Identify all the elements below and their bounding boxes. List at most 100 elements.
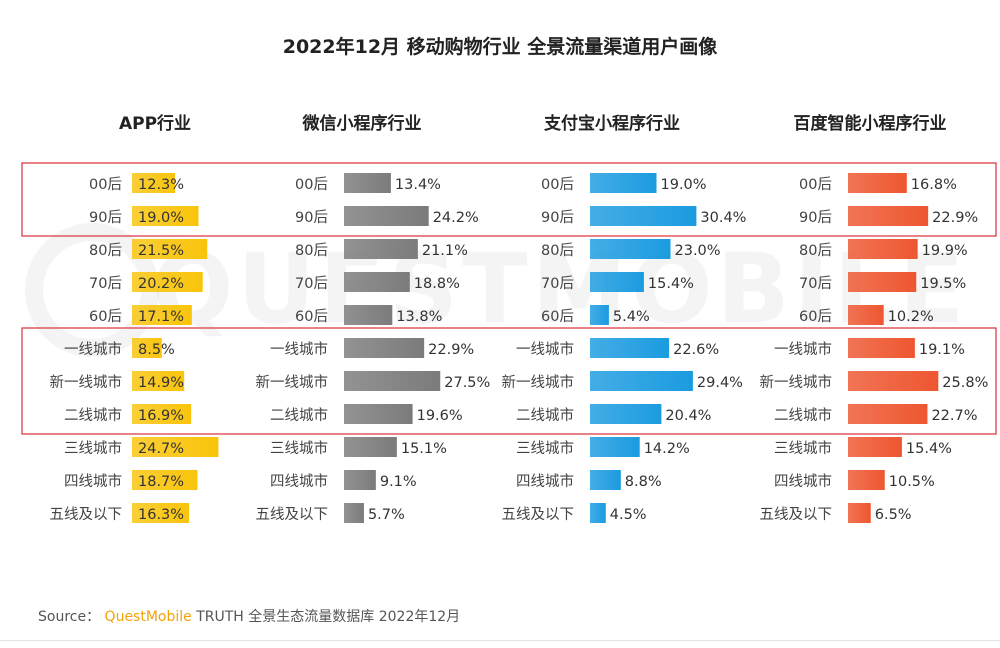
category-label: 一线城市 — [64, 341, 122, 358]
category-label: 60后 — [541, 308, 574, 325]
bar — [848, 272, 917, 292]
data-label: 19.0% — [138, 210, 184, 226]
category-label: 五线及以下 — [502, 506, 575, 523]
bar — [344, 206, 429, 226]
chart-title: 2022年12月 移动购物行业 全景流量渠道用户画像 — [282, 36, 718, 58]
data-label: 21.1% — [422, 243, 468, 259]
bar — [344, 503, 364, 523]
data-label: 14.9% — [138, 375, 184, 391]
data-label: 8.5% — [138, 342, 175, 358]
bar — [132, 173, 176, 193]
bar — [848, 239, 918, 259]
data-label: 22.7% — [931, 408, 977, 424]
data-label: 14.2% — [644, 441, 690, 457]
data-label: 22.6% — [673, 342, 719, 358]
data-label: 22.9% — [428, 342, 474, 358]
bar — [848, 470, 885, 490]
category-label: 70后 — [541, 275, 574, 292]
data-label: 19.5% — [920, 276, 966, 292]
series-header: 支付宝小程序行业 — [544, 113, 680, 134]
bar — [590, 272, 644, 292]
bar — [344, 371, 441, 391]
category-label: 三线城市 — [774, 440, 832, 457]
bar-chart: QUESTMOBILE APP行业 00后 12.3% 90后 19.0% 80后 21.5%… — [21, 113, 997, 523]
bar — [590, 503, 606, 523]
bar — [344, 272, 410, 292]
series-header: 微信小程序行业 — [302, 113, 422, 134]
bar — [848, 437, 902, 457]
category-label: 新一线城市 — [50, 374, 123, 391]
category-label: 五线及以下 — [256, 506, 329, 523]
data-label: 8.8% — [625, 474, 662, 490]
bar — [132, 272, 203, 292]
series-header: 百度智能小程序行业 — [794, 113, 947, 134]
bar — [848, 173, 907, 193]
source-note: Source： QuestMobile TRUTH 全景生态流量数据库 2022… — [38, 606, 460, 626]
category-label: 90后 — [541, 209, 574, 226]
data-label: 5.7% — [368, 507, 405, 523]
data-label: 19.6% — [417, 408, 463, 424]
data-label: 25.8% — [942, 375, 988, 391]
data-label: 10.5% — [889, 474, 935, 490]
bar — [132, 437, 219, 457]
category-label: 70后 — [89, 275, 122, 292]
data-label: 24.7% — [138, 441, 184, 457]
category-label: 一线城市 — [774, 341, 832, 358]
category-label: 新一线城市 — [502, 374, 575, 391]
category-label: 80后 — [799, 242, 832, 259]
watermark-text: QUESTMOBILE — [152, 233, 969, 345]
data-label: 19.9% — [922, 243, 968, 259]
bar — [590, 173, 657, 193]
bar — [590, 470, 621, 490]
category-label: 60后 — [799, 308, 832, 325]
bar — [848, 371, 939, 391]
data-label: 18.8% — [414, 276, 460, 292]
bar — [344, 239, 418, 259]
bar — [590, 404, 662, 424]
bottom-divider — [0, 640, 1000, 641]
category-label: 三线城市 — [270, 440, 328, 457]
category-label: 60后 — [295, 308, 328, 325]
data-label: 20.4% — [665, 408, 711, 424]
data-label: 18.7% — [138, 474, 184, 490]
bar — [132, 206, 199, 226]
category-label: 二线城市 — [270, 407, 328, 424]
data-label: 24.2% — [433, 210, 479, 226]
category-label: 00后 — [541, 176, 574, 193]
source-brand: QuestMobile — [104, 609, 192, 625]
bar — [132, 239, 208, 259]
bar — [848, 305, 884, 325]
data-label: 22.9% — [932, 210, 978, 226]
category-label: 90后 — [799, 209, 832, 226]
data-label: 15.1% — [401, 441, 447, 457]
bar — [132, 503, 190, 523]
category-label: 二线城市 — [64, 407, 122, 424]
data-label: 10.2% — [888, 309, 934, 325]
bar — [590, 338, 670, 358]
bar — [344, 338, 425, 358]
data-label: 29.4% — [697, 375, 743, 391]
bar — [132, 470, 198, 490]
bar — [848, 503, 871, 523]
category-label: 一线城市 — [516, 341, 574, 358]
data-label: 6.5% — [875, 507, 912, 523]
data-label: 17.1% — [138, 309, 184, 325]
data-label: 12.3% — [138, 177, 184, 193]
category-label: 三线城市 — [516, 440, 574, 457]
data-label: 15.4% — [906, 441, 952, 457]
category-label: 60后 — [89, 308, 122, 325]
data-label: 21.5% — [138, 243, 184, 259]
category-label: 00后 — [295, 176, 328, 193]
category-label: 二线城市 — [774, 407, 832, 424]
bar — [344, 470, 376, 490]
bar — [344, 173, 391, 193]
data-label: 23.0% — [675, 243, 721, 259]
bar — [590, 437, 640, 457]
data-label: 20.2% — [138, 276, 184, 292]
bar — [590, 239, 671, 259]
bar — [132, 404, 192, 424]
bar — [132, 338, 162, 358]
category-label: 三线城市 — [64, 440, 122, 457]
highlight-box — [21, 327, 997, 435]
category-label: 70后 — [295, 275, 328, 292]
